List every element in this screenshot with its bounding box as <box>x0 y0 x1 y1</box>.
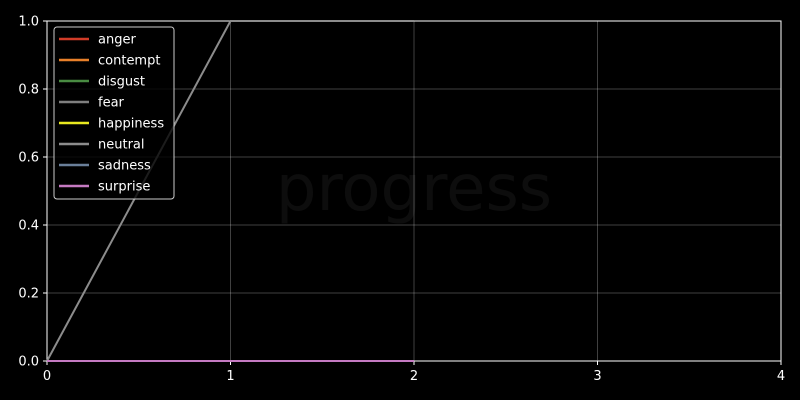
x-tick-label: 3 <box>593 369 601 384</box>
watermark-text: progress <box>276 152 552 226</box>
legend-label-surprise: surprise <box>98 180 150 195</box>
x-tick-label: 0 <box>43 369 51 384</box>
legend-label-fear: fear <box>98 96 125 111</box>
legend-label-sadness: sadness <box>98 159 151 174</box>
legend: anger contempt disgust fear happiness neutral… <box>53 26 175 200</box>
y-tick-label: 1.0 <box>18 15 39 30</box>
legend-label-disgust: disgust <box>98 75 145 90</box>
y-tick-label: 0.2 <box>18 287 39 302</box>
legend-label-contempt: contempt <box>98 54 160 69</box>
y-tick-label: 0.4 <box>18 219 39 234</box>
y-tick-label: 0.6 <box>18 151 39 166</box>
x-tick-label: 4 <box>777 369 785 384</box>
y-tick-label: 0.0 <box>18 355 39 370</box>
legend-label-happiness: happiness <box>98 117 164 132</box>
series-line-neutral <box>46 20 414 362</box>
legend-box <box>53 26 175 200</box>
x-tick-label: 1 <box>226 369 234 384</box>
legend-label-neutral: neutral <box>98 138 145 153</box>
legend-label-anger: anger <box>98 33 136 48</box>
y-tick-label: 0.8 <box>18 83 39 98</box>
x-tick-label: 2 <box>410 369 418 384</box>
